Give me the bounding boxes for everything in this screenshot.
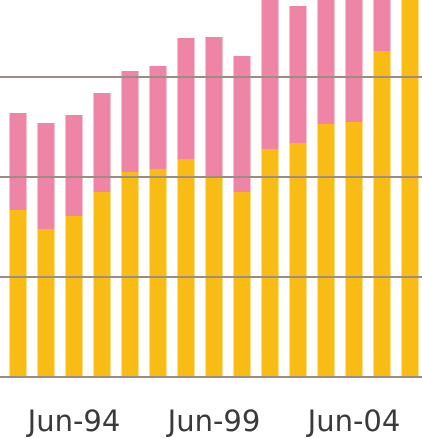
- bar-segment: [261, 149, 279, 377]
- bar-segment: [373, 51, 391, 377]
- bar-segment: [9, 210, 27, 377]
- bar-segment: [149, 169, 167, 377]
- bar-segment: [401, 0, 419, 377]
- x-tick-label: Jun-94: [26, 404, 121, 438]
- bar-segment: [261, 0, 279, 149]
- bar-segment: [289, 143, 307, 377]
- bar-segment: [177, 159, 195, 377]
- bar-segment: [121, 172, 139, 377]
- bar-segment: [205, 37, 223, 176]
- bar-segment: [345, 122, 363, 377]
- x-tick-label: Jun-04: [306, 404, 401, 438]
- bar-segment: [65, 115, 83, 216]
- bar-segment: [373, 0, 391, 51]
- bar-segment: [93, 93, 111, 192]
- bar-segment: [9, 113, 27, 210]
- bar-segment: [233, 56, 251, 192]
- bar-segment: [317, 124, 335, 377]
- bar-segment: [121, 71, 139, 172]
- bar-segment: [37, 229, 55, 377]
- bar-segment: [233, 192, 251, 377]
- x-tick-label: Jun-99: [166, 404, 261, 438]
- bar-segment: [93, 192, 111, 377]
- bar-segment: [177, 38, 195, 159]
- bar-segment: [289, 6, 307, 143]
- bar-segment: [65, 216, 83, 377]
- bar-segment: [149, 66, 167, 169]
- bar-segment: [317, 0, 335, 124]
- bar-segment: [345, 0, 363, 122]
